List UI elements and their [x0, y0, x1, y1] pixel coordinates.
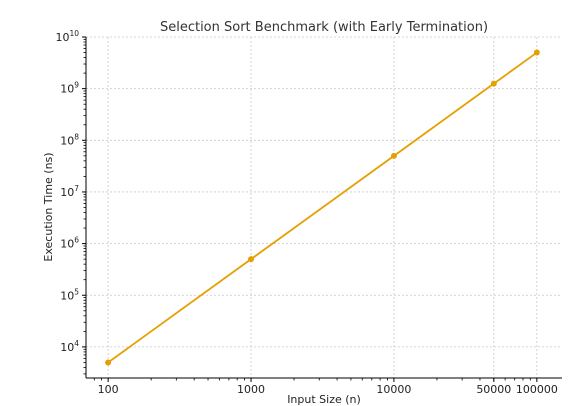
grid-lines: [86, 36, 562, 378]
axes: [82, 36, 562, 382]
data-point-1: [248, 256, 255, 263]
x-tick-label-3: 50000: [476, 383, 511, 396]
y-tick-label-5: 109: [60, 81, 79, 96]
y-tick-label-4: 108: [60, 132, 79, 147]
y-tick-label-0: 104: [60, 339, 79, 354]
x-tick-label-1: 1000: [237, 383, 265, 396]
x-tick-label-0: 100: [98, 383, 119, 396]
y-tick-label-3: 107: [60, 184, 79, 199]
y-axis-label: Execution Time (ns): [42, 152, 55, 261]
data-point-2: [390, 152, 397, 159]
y-tick-label-2: 106: [60, 236, 79, 251]
tick-labels: 100 1000 10000 50000 100000 104 105 106 107 108 10…: [55, 29, 557, 396]
x-tick-label-4: 100000: [516, 383, 558, 396]
data-point-3: [490, 80, 497, 87]
chart-title: Selection Sort Benchmark (with Early Ter…: [160, 20, 488, 35]
series-line-0: [107, 51, 538, 364]
x-tick-label-2: 10000: [376, 383, 411, 396]
x-axis-label: Input Size (n): [287, 393, 361, 406]
data-point-0: [105, 359, 112, 366]
data-series: [105, 49, 540, 366]
data-point-4: [533, 49, 540, 56]
y-tick-label-1: 105: [60, 287, 79, 302]
y-tick-label-6: 1010: [55, 29, 79, 44]
